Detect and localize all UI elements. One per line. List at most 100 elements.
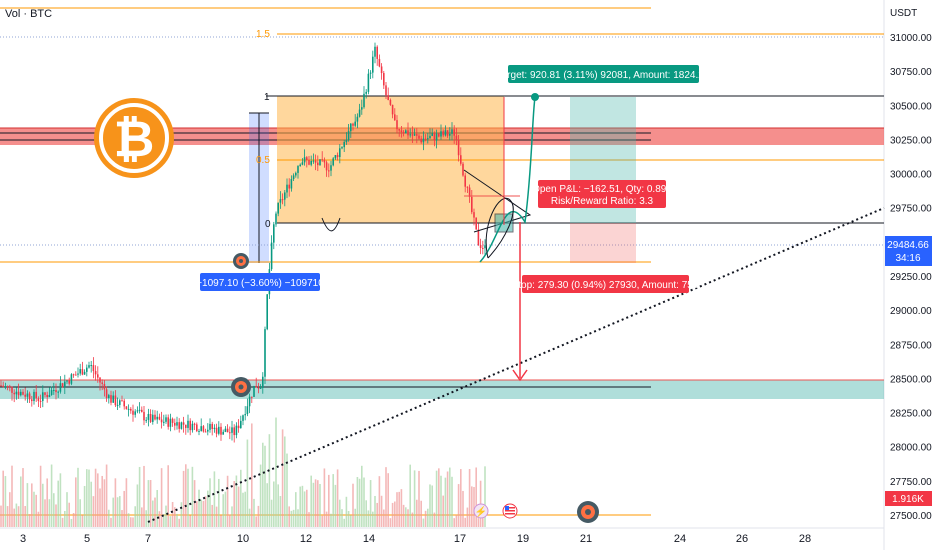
target-icon[interactable] xyxy=(231,377,251,397)
y-tick-label: 27500.00 xyxy=(890,511,932,522)
candle-body xyxy=(466,186,469,188)
volume-bar xyxy=(396,492,398,527)
volume-bar xyxy=(273,481,275,527)
volume-bar xyxy=(6,506,9,527)
us-flag-icon[interactable] xyxy=(502,503,518,519)
volume-bar xyxy=(299,486,301,527)
volume-bar xyxy=(149,480,152,527)
risk-reward-label: Risk/Reward Ratio: 3.3 xyxy=(551,196,654,207)
candle-body xyxy=(160,419,163,423)
candle-body xyxy=(312,160,315,162)
candle-body xyxy=(229,432,231,434)
fib-level-0: 0 xyxy=(265,219,271,230)
target-badge xyxy=(508,65,699,83)
candle-body xyxy=(345,139,348,142)
candle-body xyxy=(449,133,451,136)
candle-body xyxy=(244,414,246,416)
candle-body xyxy=(127,408,130,410)
candle-body xyxy=(53,389,55,391)
candle-body xyxy=(292,175,295,180)
volume-bar xyxy=(134,506,136,527)
volume-bar xyxy=(226,475,229,527)
candle-body xyxy=(112,395,114,403)
volume-bar xyxy=(391,502,394,527)
candle-body xyxy=(20,391,22,396)
candle-body xyxy=(174,422,176,426)
candle-body xyxy=(138,409,141,411)
volume-bar xyxy=(462,490,464,527)
volume-bar xyxy=(108,509,110,527)
candle-body xyxy=(394,114,396,121)
bitcoin-logo: ₿ xyxy=(94,98,174,178)
candle-body xyxy=(358,109,361,117)
candle-body xyxy=(178,422,180,429)
candle-body xyxy=(424,138,427,140)
volume-bar xyxy=(473,487,475,527)
candle-body xyxy=(325,162,328,171)
candle-body xyxy=(79,369,81,374)
candle-body xyxy=(455,135,458,140)
candle-body xyxy=(83,371,86,375)
volume-bar xyxy=(231,506,233,527)
candle-body xyxy=(411,134,414,136)
volume-bar xyxy=(90,481,92,527)
volume-value: 1.916K xyxy=(892,494,924,505)
volume-bar xyxy=(156,490,158,527)
volume-bar xyxy=(449,467,451,527)
volume-bar xyxy=(176,513,178,527)
volume-bar xyxy=(345,496,348,527)
volume-bar xyxy=(207,490,209,527)
volume-bar xyxy=(81,515,84,527)
volume-bar xyxy=(339,499,341,527)
volume-bar xyxy=(130,517,132,527)
candle-body xyxy=(264,329,266,377)
volume-bar xyxy=(229,514,231,527)
candle-body xyxy=(369,72,372,74)
candle-body xyxy=(202,426,205,432)
volume-bar xyxy=(15,503,18,527)
volume-bar xyxy=(468,469,471,527)
target-icon[interactable] xyxy=(577,501,599,523)
candle-body xyxy=(435,133,438,141)
volume-bar xyxy=(334,484,337,527)
candle-body xyxy=(37,398,40,401)
candle-body xyxy=(242,415,244,421)
candle-body xyxy=(356,116,359,122)
candle-body xyxy=(409,134,411,136)
volume-bar xyxy=(138,466,141,527)
candle-body xyxy=(367,73,370,92)
candle-body xyxy=(451,129,453,134)
volume-bar xyxy=(105,464,108,527)
projection-path xyxy=(479,96,536,263)
candle-body xyxy=(453,129,455,136)
volume-bar xyxy=(246,439,249,527)
candle-body xyxy=(13,392,15,395)
x-tick-label: 14 xyxy=(363,533,375,545)
volume-bars xyxy=(0,417,486,527)
candle-body xyxy=(438,133,440,137)
candle-body xyxy=(446,130,449,136)
candle-body xyxy=(15,391,18,395)
candle-body xyxy=(103,383,106,390)
stop-badge xyxy=(522,275,689,293)
candle-body xyxy=(308,160,310,165)
candle-body xyxy=(365,91,367,94)
volume-bar xyxy=(31,483,33,527)
candle-body xyxy=(26,393,29,397)
open-pl-label: Open P&L: −162.51, Qty: 0.895 xyxy=(532,184,672,195)
candle-body xyxy=(475,217,477,230)
volume-bar xyxy=(464,517,466,527)
volume-bar xyxy=(187,468,189,527)
volume-bar xyxy=(369,480,372,527)
event-icon[interactable]: ⚡ xyxy=(473,503,489,519)
current-price-badge xyxy=(885,236,932,266)
target-icon[interactable] xyxy=(233,253,249,269)
volume-bar xyxy=(442,495,444,527)
candle-body xyxy=(341,147,343,149)
x-tick-label: 5 xyxy=(84,533,90,545)
volume-bar xyxy=(182,470,185,527)
candle-body xyxy=(420,138,422,143)
volume-bar xyxy=(167,465,169,527)
candle-body xyxy=(218,426,220,434)
